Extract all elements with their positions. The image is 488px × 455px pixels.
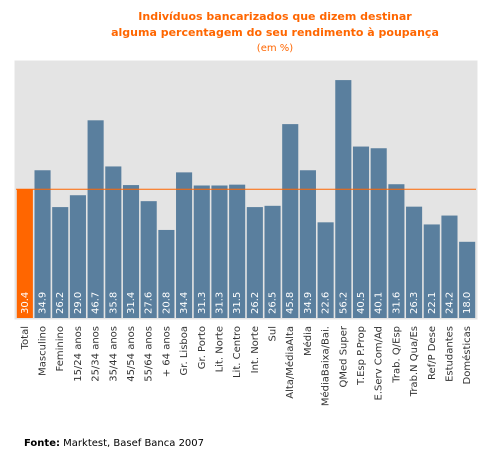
x-tick-label: Gr. Lisboa: [179, 326, 190, 375]
value-label: 29.0: [73, 292, 84, 314]
x-tick-label: Domésticas: [461, 326, 473, 384]
value-label: 22.6: [321, 292, 332, 314]
bar: [105, 166, 122, 318]
value-label: 18.0: [462, 292, 473, 314]
x-tick-label: 25/34 anos: [91, 326, 102, 382]
value-label: 31.3: [214, 292, 225, 314]
bar: [423, 224, 440, 318]
bar: [34, 170, 51, 318]
value-label: 45.8: [285, 292, 296, 314]
x-tick-label: Ref/P Dese: [427, 326, 438, 380]
x-tick-label: Lit. Norte: [214, 326, 225, 372]
value-label: 31.3: [197, 292, 208, 314]
value-label: 31.5: [232, 292, 243, 314]
x-tick-label: Total: [20, 326, 31, 350]
bar: [335, 80, 352, 318]
value-label: 20.8: [161, 292, 172, 314]
x-tick-label: MédiaBaixa/Bai.: [320, 326, 332, 406]
x-tick-label: Trab.N Qua/Es: [409, 326, 420, 397]
bar: [158, 229, 175, 318]
x-tick-label: Média: [302, 326, 314, 356]
bar: [122, 185, 140, 318]
x-tick-label: Trab. Q/Esp: [391, 326, 402, 384]
bar: [370, 148, 387, 318]
bar: [193, 185, 210, 318]
bar: [282, 124, 299, 318]
value-label: 56.2: [338, 292, 349, 314]
value-label: 26.5: [268, 292, 279, 314]
value-label: 27.6: [144, 292, 155, 314]
value-label: 35.8: [108, 292, 119, 314]
bar: [140, 201, 157, 318]
bar: [176, 172, 193, 318]
value-label: 40.5: [356, 292, 367, 314]
source-label: Fonte:: [24, 438, 60, 449]
bar: [211, 185, 228, 318]
value-label: 34.9: [303, 292, 314, 314]
x-tick-label: Sul: [268, 326, 279, 341]
bar: [246, 207, 263, 318]
chart-subtitle: (em %): [257, 43, 293, 54]
value-label: 30.4: [20, 292, 31, 314]
value-label: 26.3: [409, 292, 420, 314]
x-tick-label: Gr. Porto: [197, 326, 208, 369]
x-tick-label: Int. Norte: [250, 326, 261, 373]
bar: [264, 205, 281, 318]
x-tick-label: Feminino: [55, 326, 66, 371]
x-tick-label: T.Esp P.Prop: [356, 326, 367, 386]
x-tick-label: 45/54 anos: [126, 326, 137, 382]
bar: [52, 207, 69, 318]
value-label: 31.6: [391, 292, 402, 314]
x-tick-label: 35/44 anos: [108, 326, 119, 382]
bar: [69, 195, 86, 318]
x-tick-label: 55/64 anos: [144, 326, 155, 382]
bar: [388, 184, 405, 318]
x-tick-label: Masculino: [38, 326, 49, 376]
x-tick-label: Lit. Centro: [232, 326, 243, 378]
value-label: 46.7: [91, 292, 102, 314]
value-label: 26.2: [250, 292, 261, 314]
value-label: 31.4: [126, 292, 137, 314]
x-tick-label: 15/24 anos: [73, 326, 84, 382]
value-label: 40.1: [374, 292, 385, 314]
value-label: 24.2: [444, 292, 455, 314]
bar: [406, 206, 423, 318]
bar: [229, 184, 246, 318]
bar: [87, 120, 104, 318]
x-tick-label: Estudantes: [444, 326, 455, 382]
bar: [16, 189, 33, 318]
chart-title-line: Indivíduos bancarizados que dizem destin…: [138, 10, 412, 23]
value-label: 34.9: [38, 292, 49, 314]
value-label: 34.4: [179, 292, 190, 314]
value-label: 26.2: [55, 292, 66, 314]
source-text: Marktest, Basef Banca 2007: [63, 438, 204, 449]
chart-title-line: alguma percentagem do seu rendimento à p…: [111, 26, 439, 39]
bar: [441, 215, 458, 318]
bar: [459, 241, 476, 318]
x-tick-label: + 64 anos: [161, 326, 172, 377]
x-tick-label: QMed Super: [338, 325, 349, 387]
value-label: 22.1: [427, 292, 438, 314]
source: Fonte: Marktest, Basef Banca 2007: [24, 438, 204, 449]
bar: [299, 170, 316, 318]
x-tick-label: Alta/MédiaAlta: [284, 326, 296, 399]
bar: [317, 222, 334, 318]
x-tick-label: E.Serv Com/Ad: [374, 326, 385, 400]
